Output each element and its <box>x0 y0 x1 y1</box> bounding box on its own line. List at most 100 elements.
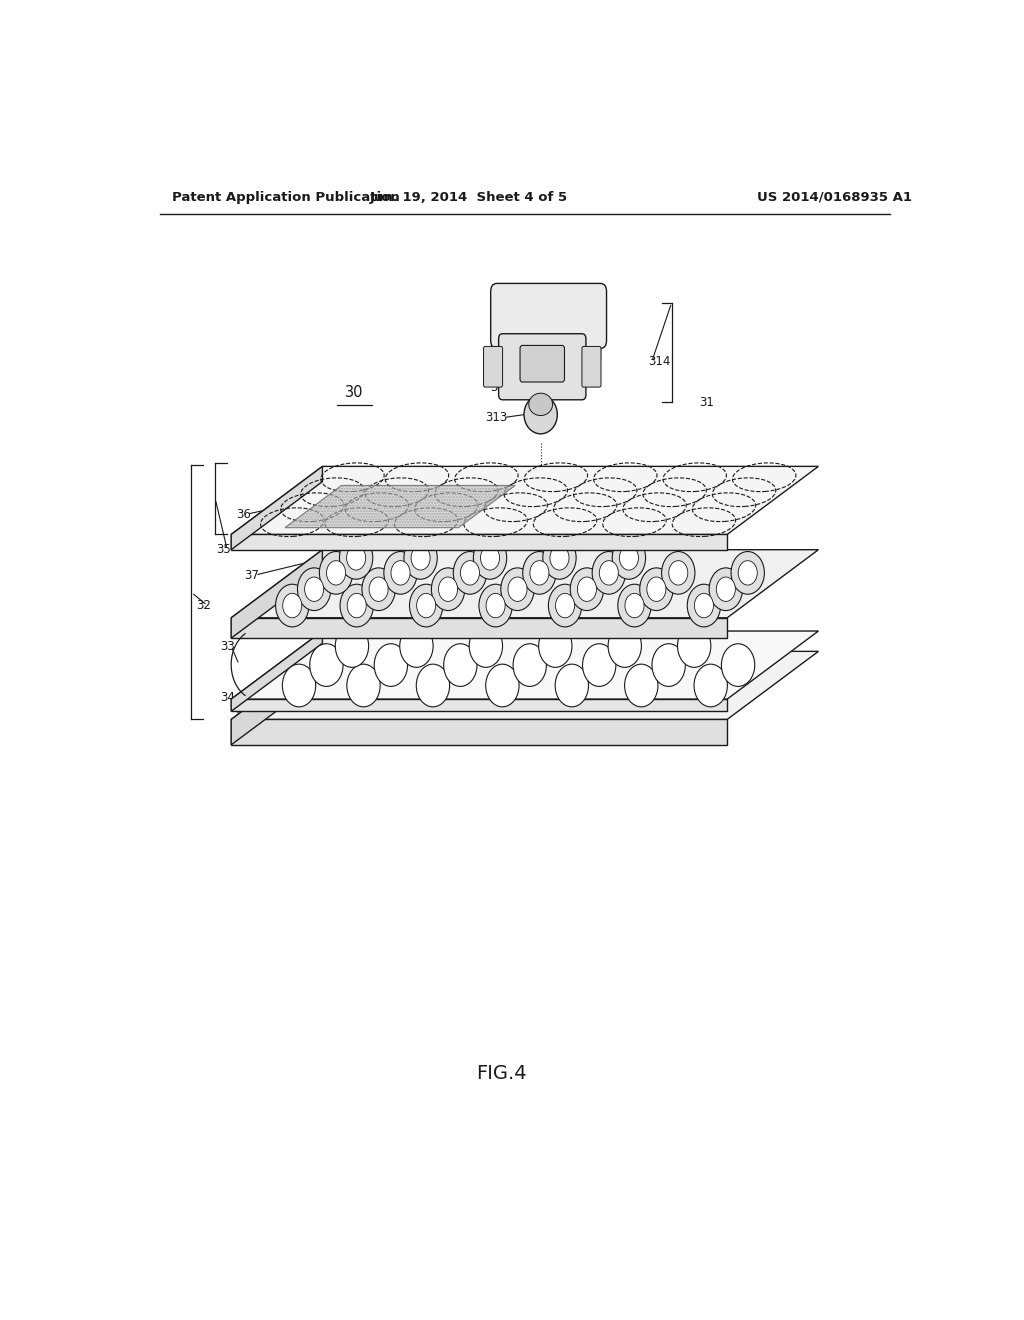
Circle shape <box>608 624 641 668</box>
Circle shape <box>403 536 437 579</box>
Circle shape <box>710 568 742 611</box>
Circle shape <box>583 644 615 686</box>
Circle shape <box>612 536 645 579</box>
Circle shape <box>346 545 366 570</box>
Text: 371: 371 <box>695 583 718 597</box>
Polygon shape <box>231 651 818 719</box>
Circle shape <box>443 644 477 686</box>
Circle shape <box>431 568 465 611</box>
Text: US 2014/0168935 A1: US 2014/0168935 A1 <box>757 190 911 203</box>
Circle shape <box>652 644 685 686</box>
Circle shape <box>410 585 442 627</box>
Circle shape <box>617 585 651 627</box>
Circle shape <box>694 664 727 706</box>
Circle shape <box>454 552 486 594</box>
Polygon shape <box>231 631 323 711</box>
Circle shape <box>592 552 626 594</box>
Circle shape <box>694 594 714 618</box>
Polygon shape <box>231 466 323 549</box>
Circle shape <box>570 568 603 611</box>
Text: 312: 312 <box>490 380 513 393</box>
Circle shape <box>549 585 582 627</box>
Circle shape <box>340 585 374 627</box>
Circle shape <box>578 577 596 602</box>
Text: 33: 33 <box>220 640 236 653</box>
Polygon shape <box>231 700 727 711</box>
Circle shape <box>304 577 324 602</box>
Polygon shape <box>285 486 515 528</box>
Circle shape <box>485 664 519 706</box>
Circle shape <box>543 536 577 579</box>
Circle shape <box>417 594 435 618</box>
Polygon shape <box>283 585 620 618</box>
Circle shape <box>486 594 505 618</box>
FancyBboxPatch shape <box>483 346 503 387</box>
Polygon shape <box>231 535 727 549</box>
Circle shape <box>335 624 369 668</box>
Text: 373: 373 <box>450 594 472 607</box>
Text: 362: 362 <box>489 558 511 572</box>
Text: 34: 34 <box>220 690 236 704</box>
Circle shape <box>555 594 574 618</box>
Circle shape <box>411 545 430 570</box>
Text: Patent Application Publication: Patent Application Publication <box>172 190 399 203</box>
Circle shape <box>640 568 673 611</box>
Circle shape <box>275 585 309 627</box>
Circle shape <box>687 585 721 627</box>
Text: 314: 314 <box>648 355 670 368</box>
Circle shape <box>298 568 331 611</box>
Ellipse shape <box>528 393 553 416</box>
Text: 331: 331 <box>695 649 718 663</box>
Circle shape <box>384 552 417 594</box>
Circle shape <box>438 577 458 602</box>
Circle shape <box>508 577 527 602</box>
Circle shape <box>339 536 373 579</box>
Text: 311: 311 <box>521 355 543 368</box>
Text: L: L <box>348 624 354 638</box>
Polygon shape <box>231 549 323 638</box>
Circle shape <box>361 568 395 611</box>
Circle shape <box>731 552 764 594</box>
Text: 372: 372 <box>397 624 420 638</box>
Circle shape <box>678 624 711 668</box>
Polygon shape <box>231 466 818 535</box>
Text: 37: 37 <box>244 569 259 582</box>
Circle shape <box>738 561 757 585</box>
Text: Jun. 19, 2014  Sheet 4 of 5: Jun. 19, 2014 Sheet 4 of 5 <box>371 190 568 203</box>
Circle shape <box>347 664 380 706</box>
Polygon shape <box>231 719 727 744</box>
Text: 35: 35 <box>216 544 231 556</box>
Circle shape <box>555 664 589 706</box>
Polygon shape <box>231 651 323 744</box>
Circle shape <box>319 552 352 594</box>
Circle shape <box>513 644 547 686</box>
Circle shape <box>620 545 638 570</box>
Circle shape <box>327 561 345 585</box>
Circle shape <box>501 568 535 611</box>
Circle shape <box>347 594 367 618</box>
Circle shape <box>529 561 549 585</box>
Circle shape <box>647 577 666 602</box>
Circle shape <box>283 664 315 706</box>
Circle shape <box>479 585 512 627</box>
Text: 36: 36 <box>237 508 251 520</box>
Circle shape <box>469 624 503 668</box>
Text: 32: 32 <box>197 599 211 612</box>
Circle shape <box>399 624 433 668</box>
Polygon shape <box>231 549 818 618</box>
FancyBboxPatch shape <box>582 346 601 387</box>
Polygon shape <box>231 618 727 638</box>
Polygon shape <box>231 631 818 700</box>
Circle shape <box>417 664 450 706</box>
Circle shape <box>550 545 569 570</box>
Circle shape <box>480 545 500 570</box>
Circle shape <box>309 644 343 686</box>
Text: FIG.4: FIG.4 <box>476 1064 526 1082</box>
Circle shape <box>662 552 695 594</box>
Circle shape <box>717 577 735 602</box>
Circle shape <box>669 561 688 585</box>
Circle shape <box>473 536 507 579</box>
Text: 31: 31 <box>699 396 715 409</box>
Circle shape <box>461 561 479 585</box>
Ellipse shape <box>524 395 557 434</box>
